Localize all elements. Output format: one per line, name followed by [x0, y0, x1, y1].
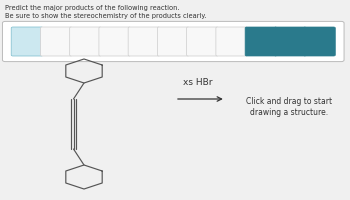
- FancyBboxPatch shape: [70, 27, 102, 56]
- FancyBboxPatch shape: [245, 27, 277, 56]
- FancyBboxPatch shape: [2, 21, 344, 62]
- Text: Predict the major products of the following reaction.: Predict the major products of the follow…: [5, 5, 180, 11]
- FancyBboxPatch shape: [99, 27, 131, 56]
- FancyBboxPatch shape: [274, 27, 306, 56]
- FancyBboxPatch shape: [128, 27, 160, 56]
- FancyBboxPatch shape: [158, 27, 189, 56]
- Text: Click and drag to start
drawing a structure.: Click and drag to start drawing a struct…: [246, 97, 332, 117]
- Text: Be sure to show the stereochemistry of the products clearly.: Be sure to show the stereochemistry of t…: [5, 13, 206, 19]
- FancyBboxPatch shape: [303, 27, 335, 56]
- FancyBboxPatch shape: [216, 27, 247, 56]
- FancyBboxPatch shape: [41, 27, 72, 56]
- Text: xs HBr: xs HBr: [183, 78, 212, 87]
- FancyBboxPatch shape: [187, 27, 218, 56]
- FancyBboxPatch shape: [11, 27, 43, 56]
